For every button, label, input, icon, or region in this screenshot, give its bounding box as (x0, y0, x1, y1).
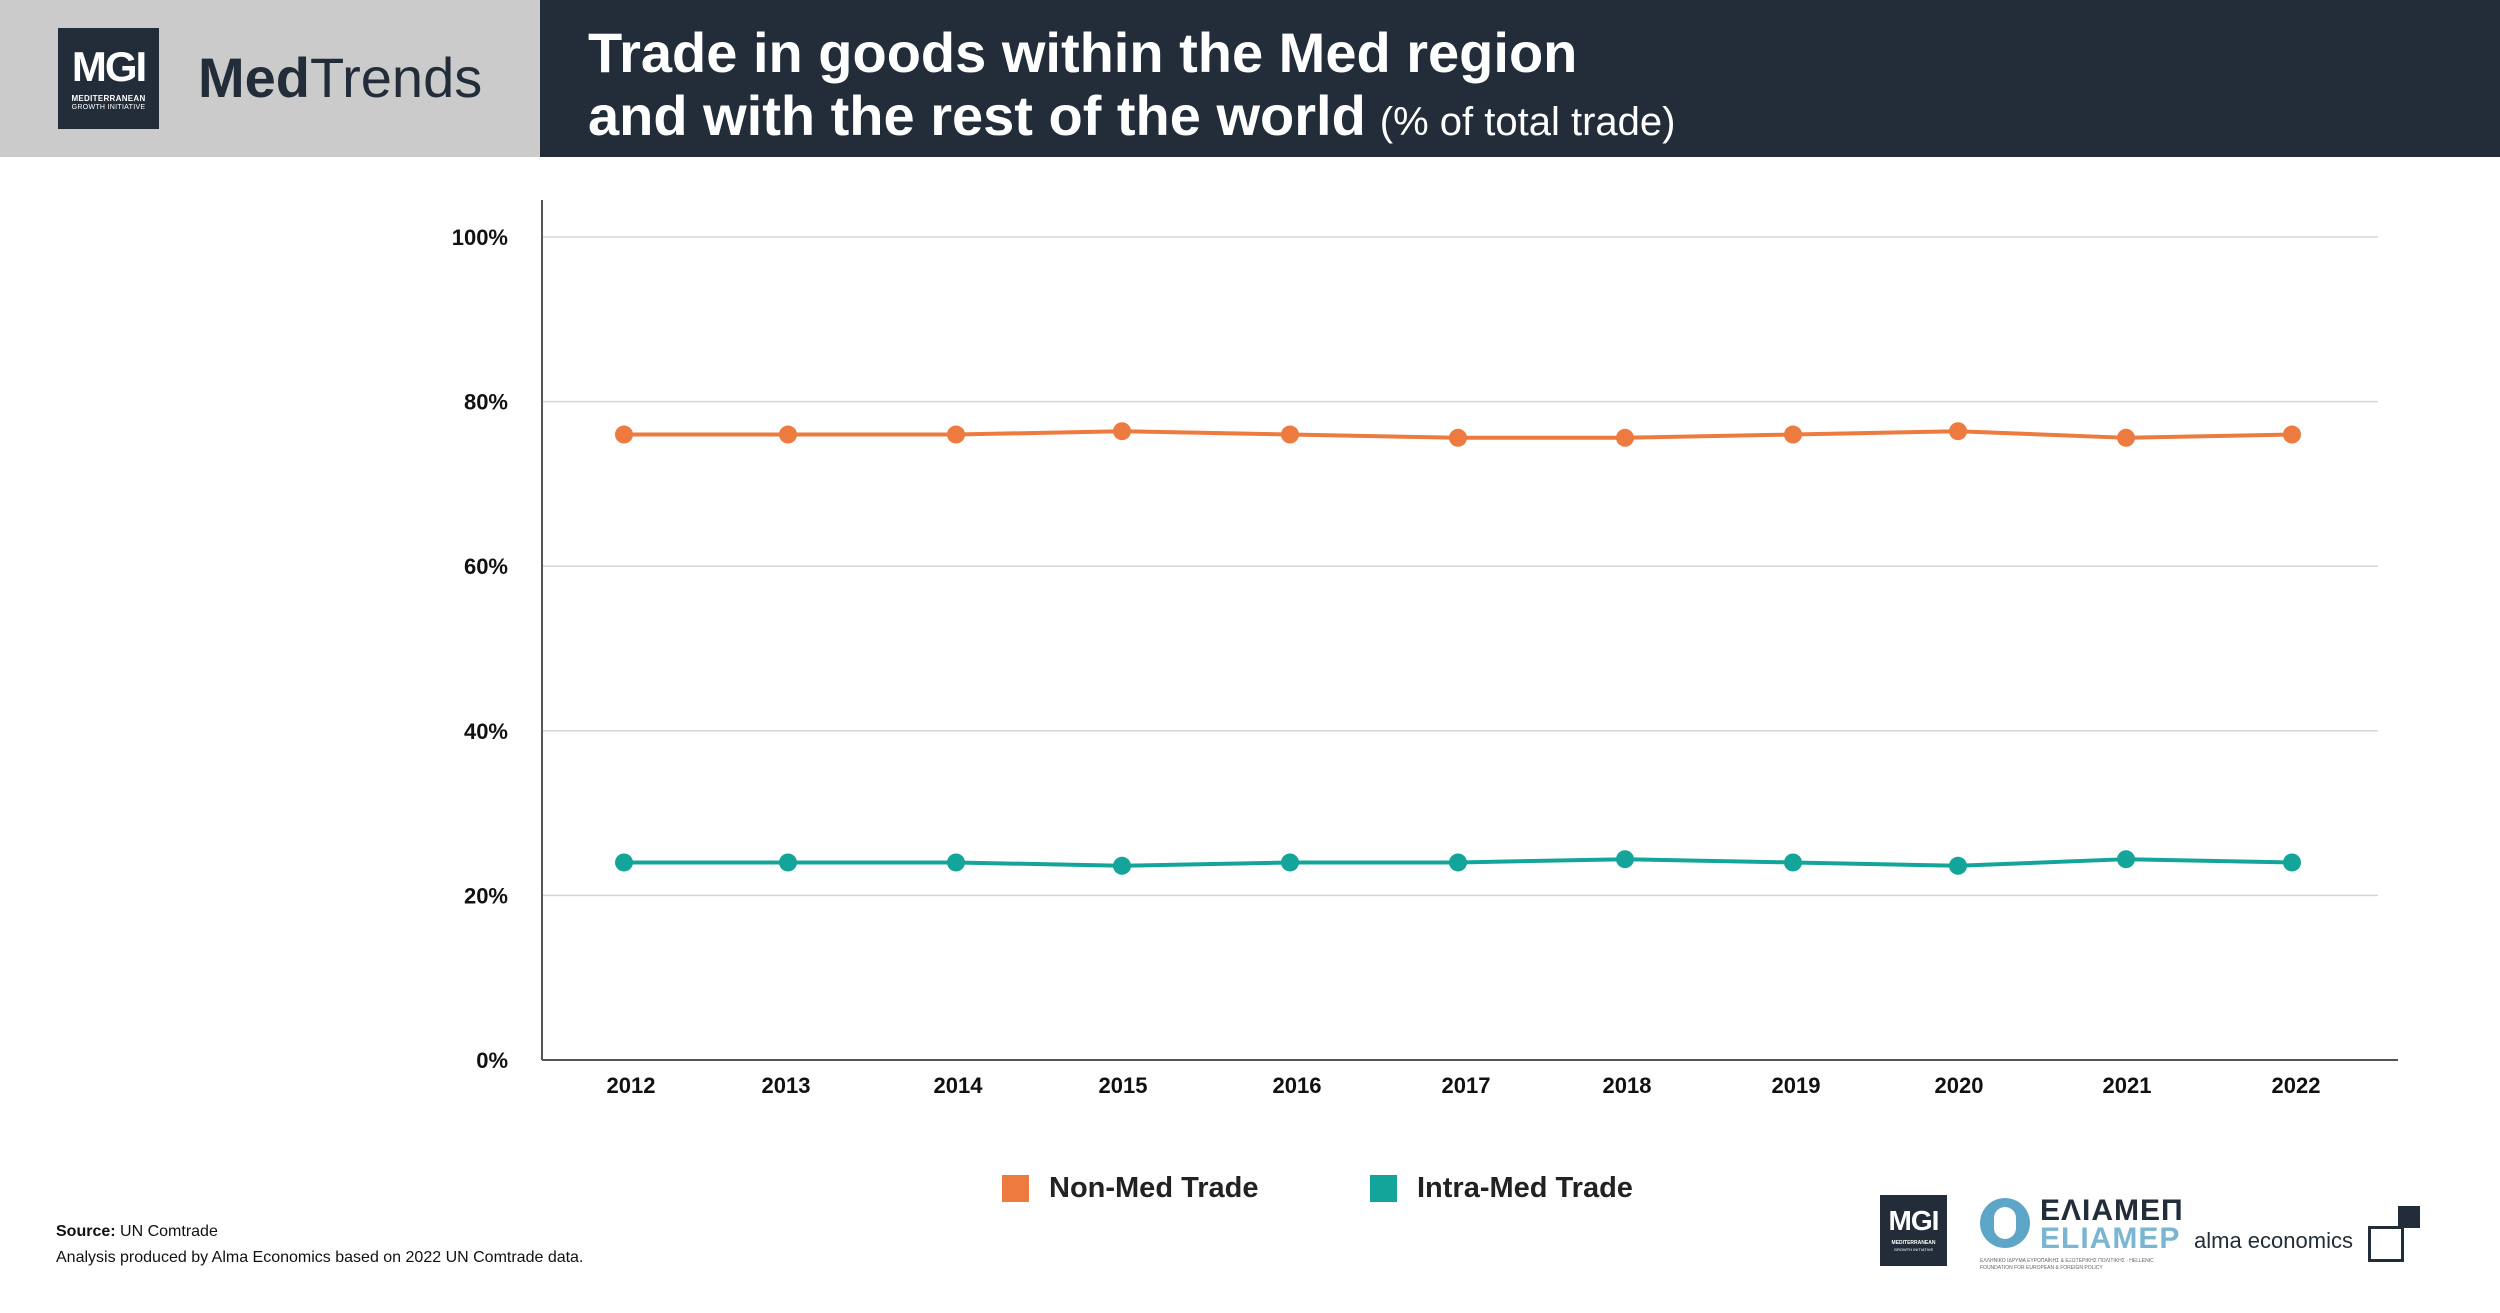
data-point-non-med-trade (2117, 428, 2135, 447)
brand-bold: Med (198, 46, 310, 109)
x-tick-label: 2022 (2272, 1073, 2321, 1098)
x-tick-label: 2014 (934, 1073, 984, 1098)
data-point-non-med-trade (615, 425, 633, 444)
data-point-non-med-trade (1784, 425, 1802, 444)
data-point-non-med-trade (2283, 425, 2301, 444)
eliamep-greek: ΕΛΙΑΜΕΠ (2040, 1194, 2184, 1227)
legend-label-non-med: Non-Med Trade (1049, 1172, 1259, 1204)
legend-item-intra-med: Intra-Med Trade (1370, 1172, 1633, 1205)
data-point-intra-med-trade (1113, 856, 1131, 875)
chart-title-line2: and with the rest of the world (% of tota… (588, 83, 1675, 155)
x-tick-label: 2019 (1772, 1073, 1821, 1098)
eliamep-latin: ELIAMEP (2040, 1222, 2181, 1255)
data-point-intra-med-trade (1281, 853, 1299, 872)
alma-box-shape (2368, 1226, 2404, 1262)
data-point-intra-med-trade (2283, 853, 2301, 872)
data-point-non-med-trade (1281, 425, 1299, 444)
legend-item-non-med: Non-Med Trade (1002, 1172, 1258, 1205)
eliamep-emblem-icon (1980, 1198, 2030, 1248)
y-tick-label: 80% (464, 390, 508, 415)
partner-mgi-sub2: GROWTH INITIATIVE (1893, 1247, 1934, 1252)
x-tick-label: 2021 (2103, 1073, 2152, 1098)
alma-economics-logo-text: alma economics (2194, 1228, 2353, 1253)
eliamep-logo: ΕΛΙΑΜΕΠ ELIAMEP ΕΛΛΗΝΙΚΟ ΙΔΡΥΜΑ ΕΥΡΩΠΑΪΚ… (1980, 1196, 2183, 1271)
data-point-intra-med-trade (947, 853, 965, 872)
data-point-intra-med-trade (615, 853, 633, 872)
data-point-non-med-trade (779, 425, 797, 444)
legend-label-intra-med: Intra-Med Trade (1417, 1172, 1633, 1204)
chart-subtitle: (% of total trade) (1379, 100, 1676, 144)
x-tick-label: 2012 (607, 1073, 656, 1098)
data-point-intra-med-trade (2117, 850, 2135, 869)
x-tick-label: 2018 (1603, 1073, 1652, 1098)
data-point-non-med-trade (1616, 428, 1634, 447)
brand-light: Trends (310, 46, 483, 109)
x-tick-label: 2017 (1442, 1073, 1491, 1098)
source-note: Source: UN Comtrade Analysis produced by… (56, 1219, 583, 1271)
x-tick-label: 2015 (1099, 1073, 1148, 1098)
data-point-intra-med-trade (1949, 856, 1967, 875)
y-tick-label: 100% (452, 225, 508, 250)
y-tick-label: 20% (464, 883, 508, 908)
data-point-intra-med-trade (1616, 850, 1634, 869)
mgi-logo-text: MGI (71, 43, 147, 90)
source-value: UN Comtrade (120, 1223, 218, 1240)
chart-title-line2-text: and with the rest of the world (588, 84, 1366, 147)
mgi-logo: MGI MEDITERRANEAN GROWTH INITIATIVE (58, 28, 159, 129)
legend-swatch-intra-med (1370, 1175, 1397, 1202)
mgi-logo-sub2: GROWTH INITIATIVE (71, 104, 146, 111)
x-tick-label: 2013 (762, 1073, 811, 1098)
y-tick-label: 40% (464, 719, 508, 744)
alma-square-shape (2398, 1206, 2420, 1228)
source-line: Source: UN Comtrade (56, 1219, 583, 1245)
data-point-intra-med-trade (1784, 853, 1802, 872)
data-point-non-med-trade (1449, 428, 1467, 447)
alma-logo-icon (2368, 1206, 2420, 1262)
data-point-non-med-trade (1949, 422, 1967, 441)
data-point-non-med-trade (1113, 422, 1131, 441)
data-point-intra-med-trade (779, 853, 797, 872)
data-point-non-med-trade (947, 425, 965, 444)
partner-mgi-logo: MGI MEDITERRANEAN GROWTH INITIATIVE (1880, 1195, 1947, 1266)
source-label: Source: (56, 1223, 116, 1240)
eliamep-desc: ΕΛΛΗΝΙΚΟ ΙΔΡΥΜΑ ΕΥΡΩΠΑΪΚΗΣ & ΕΞΩΤΕΡΙΚΗΣ … (1980, 1258, 2154, 1271)
chart-title-line1: Trade in goods within the Med region (588, 21, 1578, 84)
x-tick-label: 2020 (1935, 1073, 1984, 1098)
mgi-logo-sub1: MEDITERRANEAN (71, 94, 146, 103)
partner-mgi-sub1: MEDITERRANEAN (1891, 1240, 1936, 1246)
y-tick-label: 0% (476, 1048, 508, 1073)
partner-mgi-text: MGI (1888, 1205, 1940, 1236)
analysis-note: Analysis produced by Alma Economics base… (56, 1249, 584, 1266)
header-title-panel: Trade in goods within the Med region and… (540, 0, 2500, 157)
data-point-intra-med-trade (1449, 853, 1467, 872)
header-brand-panel: MGI MEDITERRANEAN GROWTH INITIATIVE MedT… (0, 0, 540, 157)
legend-swatch-non-med (1002, 1175, 1029, 1202)
x-tick-label: 2016 (1273, 1073, 1322, 1098)
medtrends-brand: MedTrends (198, 48, 482, 108)
y-tick-label: 60% (464, 554, 508, 579)
